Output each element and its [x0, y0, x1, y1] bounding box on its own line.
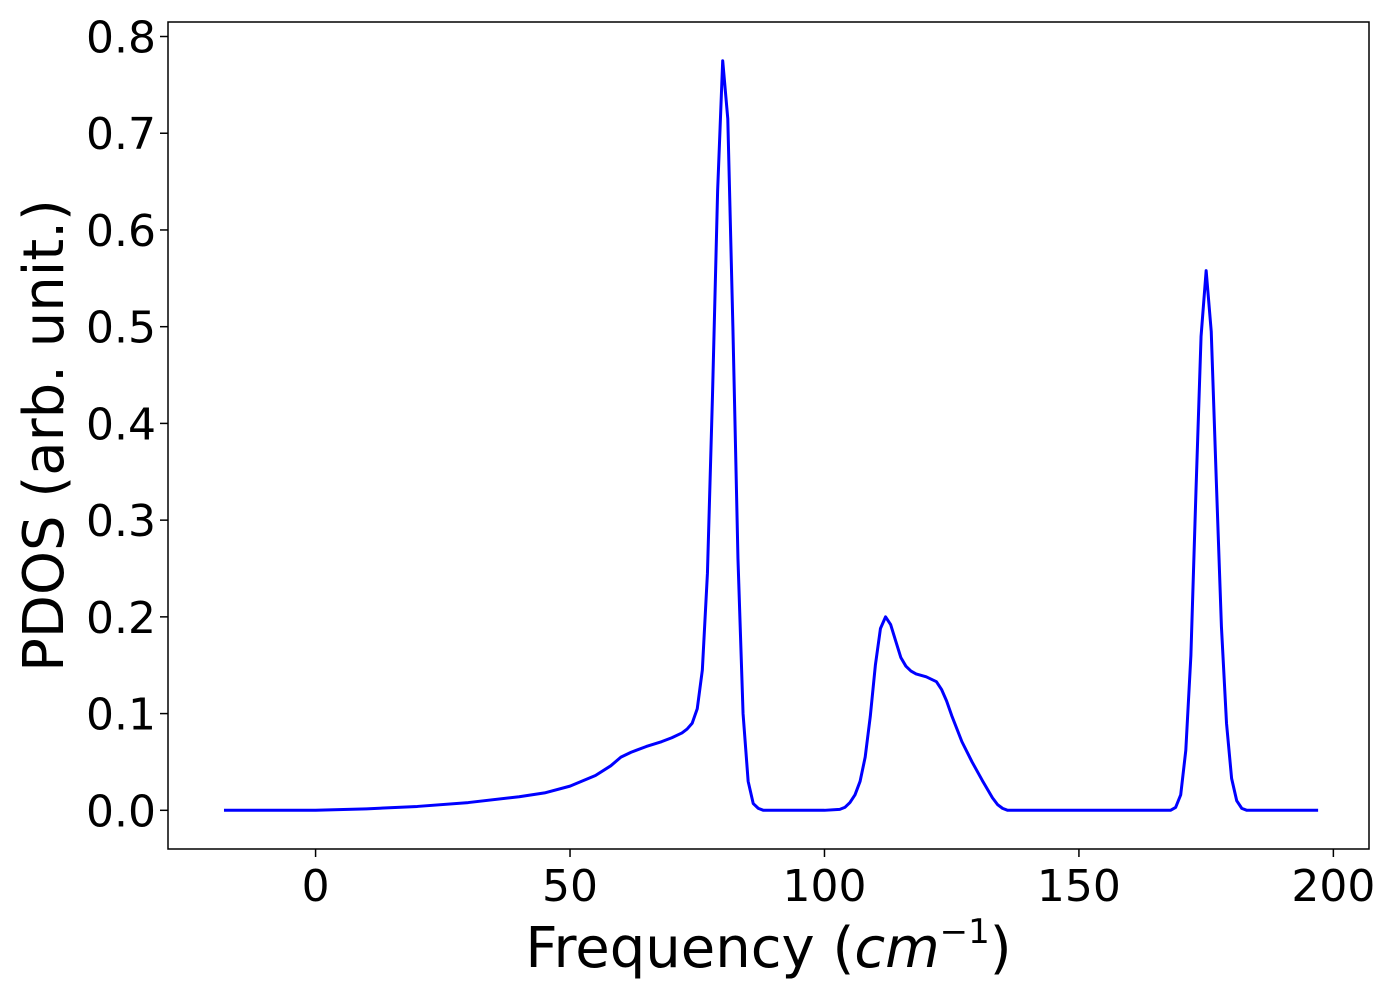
chart-marks: [223, 59, 1319, 812]
x-axis: 0 50 100 150 200: [302, 849, 1375, 912]
y-tick-label: 0.2: [86, 593, 156, 644]
x-tick-label: 200: [1291, 861, 1375, 912]
y-tick-label: 0.8: [86, 13, 156, 64]
x-axis-label-exponent: −1: [940, 912, 990, 952]
y-tick-label: 0.5: [86, 303, 156, 354]
y-tick-label: 0.1: [86, 690, 156, 741]
pdos-series-line: [223, 59, 1319, 812]
plot-frame: [167, 21, 1370, 850]
y-axis: 0.0 0.1 0.2 0.3 0.4 0.5 0.6 0.7 0.8: [86, 13, 168, 837]
x-tick-label: 150: [1037, 861, 1121, 912]
y-axis-label: PDOS (arb. unit.): [12, 199, 77, 672]
x-tick-label: 100: [782, 861, 866, 912]
y-tick-label: 0.4: [86, 399, 156, 450]
x-axis-label-prefix: Frequency (: [525, 916, 854, 981]
x-axis-label-suffix: ): [990, 916, 1012, 981]
y-tick-label: 0.6: [86, 206, 156, 257]
x-axis-label: Frequency (cm−1): [525, 912, 1011, 981]
y-tick-label: 0.0: [86, 786, 156, 837]
y-tick-label: 0.7: [86, 109, 156, 160]
y-tick-label: 0.3: [86, 496, 156, 547]
x-tick-label: 50: [542, 861, 598, 912]
x-axis-label-unit: cm: [854, 916, 939, 981]
x-tick-label: 0: [302, 861, 330, 912]
